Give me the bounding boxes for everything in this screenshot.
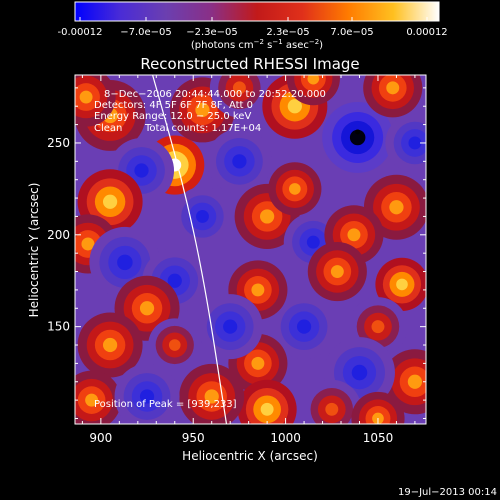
heatmap-blob — [108, 138, 175, 204]
colorbar-tick-label: 7.0e−05 — [330, 27, 373, 38]
colorbar-strip — [74, 1, 440, 22]
heatmap-blob — [206, 128, 272, 194]
heatmap-blob — [307, 241, 367, 302]
annotation-time-range: 8−Dec−2006 20:44:44.000 to 20:52:20.000 — [104, 89, 326, 100]
heatmap-blob — [363, 75, 423, 118]
peak-marker — [355, 129, 361, 135]
heatmap-blob — [179, 363, 245, 424]
heatmap-blob — [268, 162, 322, 216]
x-axis-ticks: 900 950 1000 1050 — [81, 75, 416, 445]
chart-title: Reconstructed RHESSI Image — [140, 55, 359, 73]
y-axis-label: Heliocentric Y (arcsec) — [27, 183, 41, 318]
x-tick-label: 1050 — [363, 431, 394, 445]
colorbar: -0.00012 −7.0e−05 −2.3e−05 2.3e−05 7.0e−05 0.… — [58, 1, 448, 51]
colorbar-unit: (photons cm−2 s−1 asec−2) — [191, 38, 323, 51]
heatmap-blob — [271, 294, 337, 360]
heatmap-blob — [75, 75, 116, 127]
annotation-energy-range: Energy Range: 12.0 − 25.0 keV — [94, 111, 251, 122]
y-tick-label: 250 — [47, 136, 70, 150]
x-axis-label: Heliocentric X (arcsec) — [182, 449, 318, 463]
plot-area: 900 950 1000 1050 150 200 250 — [47, 74, 427, 445]
plot-frame — [74, 74, 427, 425]
heatmap-blob — [351, 391, 405, 424]
colorbar-tick-label: −7.0e−05 — [120, 27, 172, 38]
heatmap-blob — [209, 75, 269, 118]
colorbar-tick-label: 0.00012 — [406, 27, 447, 38]
heatmap-blob — [237, 379, 297, 424]
y-tick-label: 200 — [47, 228, 70, 242]
heatmap-blob — [148, 318, 202, 372]
colorbar-ticks: -0.00012 −7.0e−05 −2.3e−05 2.3e−05 7.0e−05 0.… — [58, 17, 448, 38]
heatmap-blob — [75, 370, 122, 424]
colorbar-tick-label: -0.00012 — [58, 27, 103, 38]
heatmap-blob — [302, 379, 362, 424]
colorbar-tick-label: 2.3e−05 — [266, 27, 309, 38]
heatmap-blob — [286, 75, 340, 106]
heatmap-blob — [77, 312, 143, 378]
heatmap-blob — [172, 186, 233, 246]
x-tick-label: 1000 — [270, 431, 301, 445]
heatmap-field — [75, 75, 426, 424]
x-tick-label: 950 — [182, 431, 205, 445]
colorbar-tick-label: −2.3e−05 — [186, 27, 238, 38]
heatmap-blob — [322, 101, 394, 173]
solar-limb-curve — [152, 75, 228, 424]
annotation-peak-position: Position of Peak = [939,233] — [94, 399, 237, 410]
heatmap-blob — [375, 257, 426, 311]
annotations: 8−Dec−2006 20:44:44.000 to 20:52:20.000 … — [94, 89, 326, 410]
annotation-total-counts: Total counts: 1.17E+04 — [144, 123, 261, 134]
annotation-detectors: Detectors: 4F 5F 6F 7F 8F, Att 0 — [94, 100, 253, 111]
x-tick-label: 900 — [89, 431, 112, 445]
y-axis-ticks: 150 200 250 — [47, 87, 426, 419]
heatmap-blob — [114, 363, 180, 424]
y-tick-label: 150 — [47, 320, 70, 334]
footer-timestamp: 19−Jul−2013 00:14 — [398, 487, 497, 498]
heatmap-blob — [385, 113, 426, 173]
annotation-method: Clean — [94, 123, 122, 134]
